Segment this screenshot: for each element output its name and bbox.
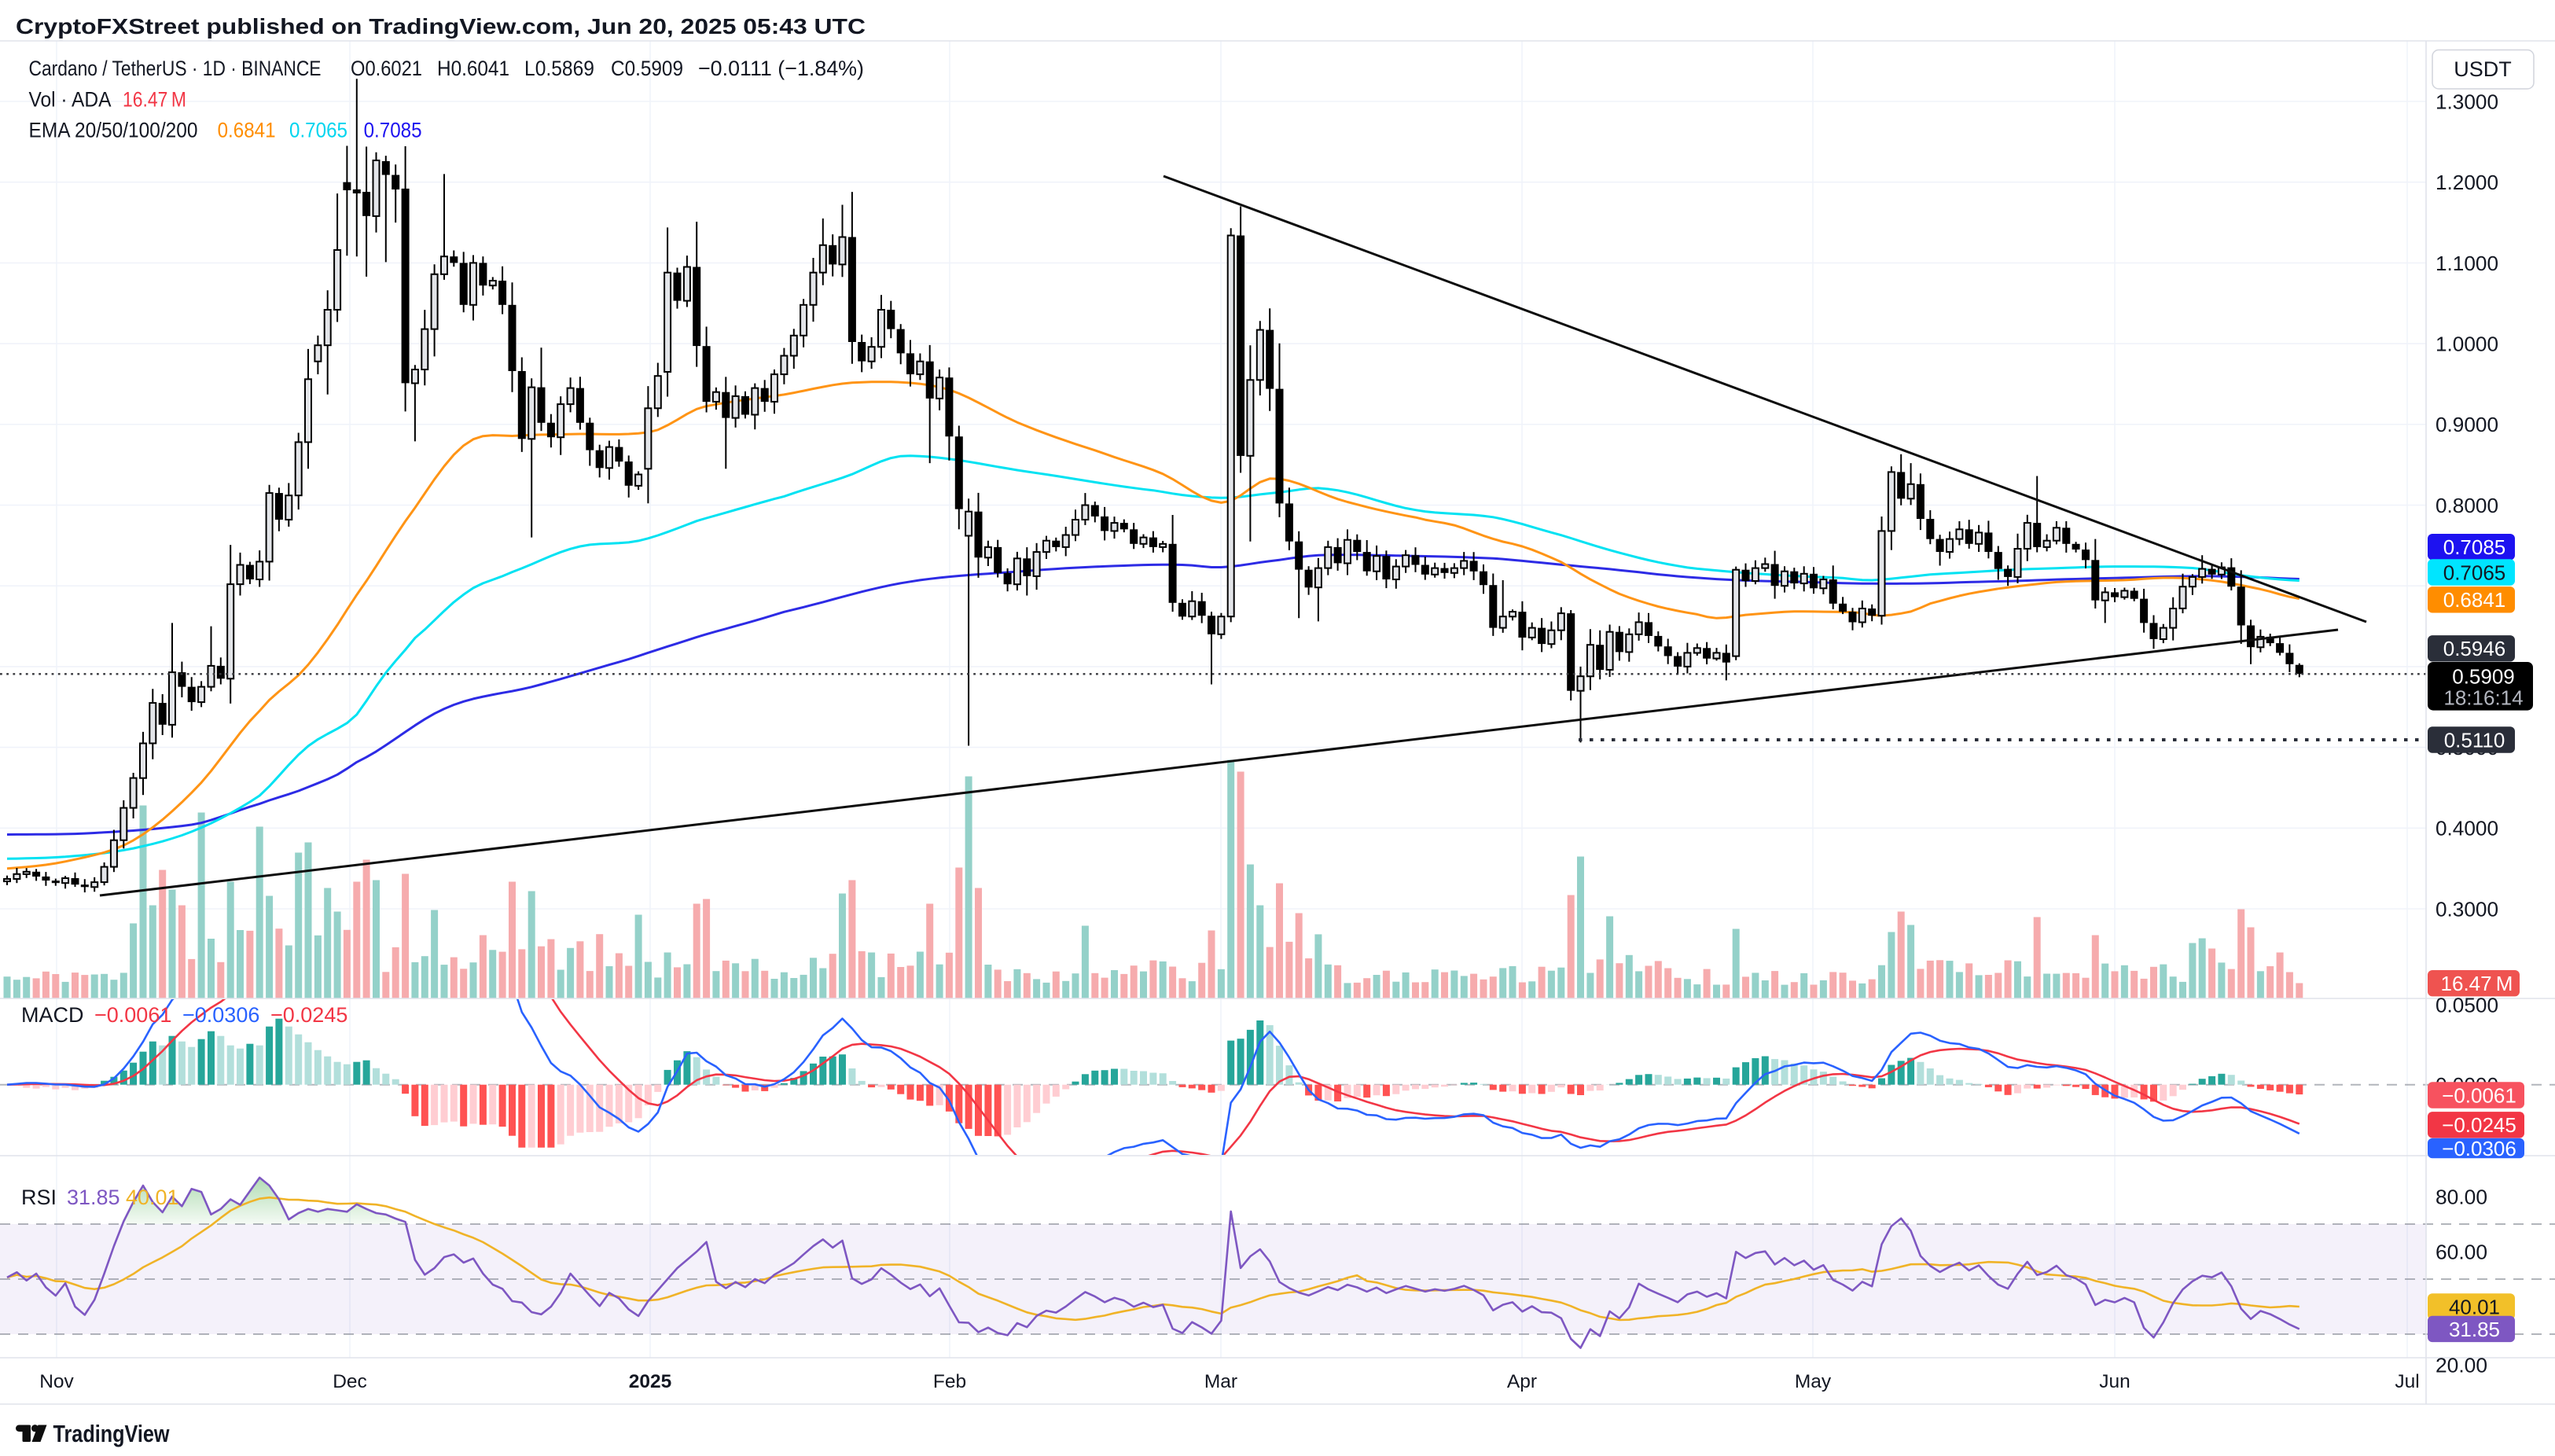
svg-text:0.6841: 0.6841 <box>218 119 276 142</box>
svg-text:0.0500: 0.0500 <box>2436 993 2498 1017</box>
svg-text:0.3000: 0.3000 <box>2436 897 2498 921</box>
svg-text:0.7085: 0.7085 <box>364 119 422 142</box>
svg-text:CryptoFXStreet published on Tr: CryptoFXStreet published on TradingView.… <box>16 14 866 39</box>
svg-text:Feb: Feb <box>933 1371 966 1392</box>
svg-text:−0.0245: −0.0245 <box>270 1003 347 1027</box>
svg-text:TradingView: TradingView <box>53 1421 170 1447</box>
svg-text:H0.6041: H0.6041 <box>437 57 509 80</box>
svg-text:MACD: MACD <box>21 1003 84 1027</box>
svg-text:EMA 20/50/100/200: EMA 20/50/100/200 <box>29 119 198 142</box>
svg-text:O0.6021: O0.6021 <box>351 57 422 80</box>
svg-text:20.00: 20.00 <box>2436 1353 2487 1377</box>
svg-text:0.9000: 0.9000 <box>2436 413 2498 436</box>
svg-text:0.4000: 0.4000 <box>2436 817 2498 840</box>
svg-text:C0.5909: C0.5909 <box>611 57 683 80</box>
svg-text:16.47 M: 16.47 M <box>123 88 186 112</box>
svg-text:40.01: 40.01 <box>2449 1295 2500 1318</box>
svg-text:0.5946: 0.5946 <box>2443 637 2506 660</box>
svg-text:0.7085: 0.7085 <box>2443 535 2506 559</box>
svg-text:−0.0061: −0.0061 <box>94 1003 171 1027</box>
svg-text:Jun: Jun <box>2099 1371 2130 1392</box>
svg-text:2025: 2025 <box>629 1371 672 1392</box>
svg-text:40.01: 40.01 <box>126 1186 179 1209</box>
svg-text:−0.0306: −0.0306 <box>2442 1137 2516 1160</box>
svg-text:31.85: 31.85 <box>67 1186 120 1209</box>
svg-text:RSI: RSI <box>21 1186 57 1209</box>
svg-text:May: May <box>1795 1371 1832 1392</box>
svg-text:Jul: Jul <box>2395 1371 2419 1392</box>
svg-text:−0.0245: −0.0245 <box>2442 1113 2516 1137</box>
svg-text:16.47 M: 16.47 M <box>2441 972 2513 995</box>
svg-text:−0.0111 (−1.84%): −0.0111 (−1.84%) <box>698 57 864 80</box>
svg-text:Apr: Apr <box>1507 1371 1537 1392</box>
svg-text:18:16:14: 18:16:14 <box>2443 686 2523 710</box>
svg-text:Nov: Nov <box>39 1371 74 1392</box>
svg-text:Cardano / TetherUS · 1D · BINA: Cardano / TetherUS · 1D · BINANCE <box>29 57 322 80</box>
svg-text:0.5909: 0.5909 <box>2452 665 2515 689</box>
svg-text:1.3000: 1.3000 <box>2436 90 2498 113</box>
svg-text:1.2000: 1.2000 <box>2436 171 2498 194</box>
svg-text:Mar: Mar <box>1204 1371 1237 1392</box>
svg-text:0.7065: 0.7065 <box>289 119 347 142</box>
svg-text:80.00: 80.00 <box>2436 1185 2487 1208</box>
svg-text:0.6841: 0.6841 <box>2443 588 2506 612</box>
svg-text:1.1000: 1.1000 <box>2436 252 2498 275</box>
svg-text:Vol · ADA: Vol · ADA <box>29 88 112 112</box>
svg-text:0.8000: 0.8000 <box>2436 494 2498 517</box>
svg-text:−0.0306: −0.0306 <box>182 1003 259 1027</box>
svg-text:31.85: 31.85 <box>2449 1318 2500 1341</box>
svg-text:60.00: 60.00 <box>2436 1240 2487 1263</box>
svg-text:−0.0061: −0.0061 <box>2442 1083 2516 1107</box>
svg-text:L0.5869: L0.5869 <box>524 57 594 80</box>
svg-text:0.7065: 0.7065 <box>2443 561 2506 584</box>
svg-text:1.0000: 1.0000 <box>2436 333 2498 356</box>
svg-text:USDT: USDT <box>2454 57 2512 81</box>
svg-text:Dec: Dec <box>333 1371 367 1392</box>
svg-text:0.5110: 0.5110 <box>2444 728 2505 752</box>
